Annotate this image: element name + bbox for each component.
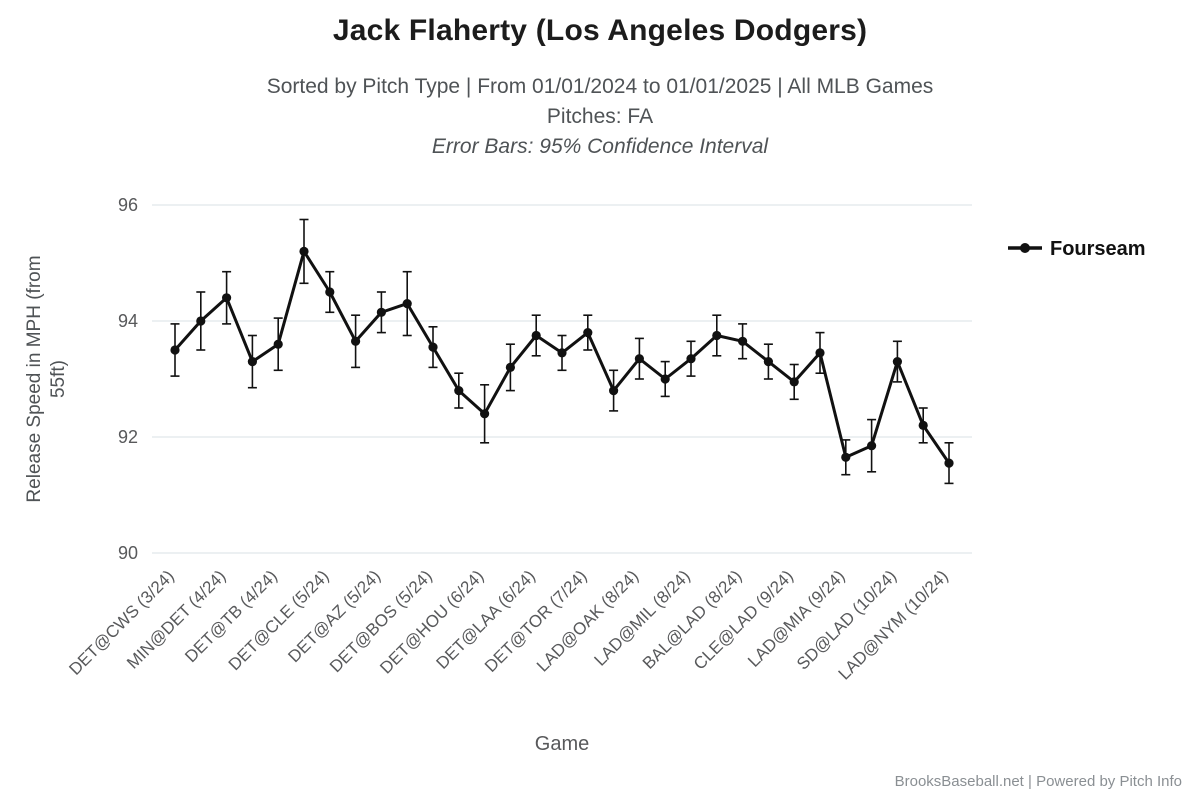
data-point (196, 316, 206, 326)
data-point (815, 348, 825, 358)
data-point (686, 354, 696, 364)
data-point (892, 357, 903, 367)
y-tick-label: 90 (118, 543, 138, 563)
data-point (273, 339, 283, 349)
data-point (738, 336, 748, 346)
x-tick-label: LAD@MIA (9/24) (744, 566, 848, 670)
data-point (634, 354, 645, 364)
data-point (351, 336, 361, 346)
data-point (712, 330, 722, 341)
data-point (170, 345, 180, 355)
legend: Fourseam (1008, 238, 1146, 260)
x-tick-label: LAD@MIL (8/24) (590, 566, 693, 669)
x-axis-title: Game (535, 733, 589, 755)
data-point (789, 377, 799, 387)
data-points (170, 246, 954, 468)
legend-marker-dot (1020, 243, 1030, 253)
data-point (376, 307, 386, 317)
data-point (660, 374, 670, 384)
release-speed-chart: 90 92 94 96 DET@CWS (3/24)MIN@DET (4/24)DET@… (65, 195, 1146, 755)
data-point (557, 348, 567, 358)
chart-header: Jack Flaherty (Los Angeles Dodgers) Sort… (0, 0, 1200, 162)
data-point (325, 287, 335, 297)
data-point (583, 328, 593, 338)
x-tick-labels: DET@CWS (3/24)MIN@DET (4/24)DET@TB (4/24… (65, 566, 951, 683)
y-tick-label: 92 (118, 427, 138, 447)
data-point (867, 441, 877, 451)
data-point (222, 293, 232, 303)
gridlines: 90 92 94 96 (118, 195, 972, 563)
data-point (505, 362, 515, 372)
data-point (918, 420, 928, 430)
data-point (944, 458, 954, 468)
data-point (402, 299, 412, 309)
x-tick-label: DET@AZ (5/24) (284, 566, 384, 666)
data-point (247, 357, 257, 367)
footer-credit: BrooksBaseball.net | Powered by Pitch In… (894, 773, 1182, 790)
chart-subtitle-range: Sorted by Pitch Type | From 01/01/2024 t… (266, 75, 934, 98)
data-point (299, 246, 309, 256)
chart-title: Jack Flaherty (Los Angeles Dodgers) (332, 14, 868, 47)
chart-subtitle-errorbars: Error Bars: 95% Confidence Interval (431, 135, 769, 158)
y-tick-label: 96 (118, 195, 138, 215)
y-tick-label: 94 (118, 311, 138, 331)
legend-label: Fourseam (1050, 238, 1146, 260)
data-point (763, 357, 774, 367)
chart-subtitle-pitches: Pitches: FA (546, 105, 654, 128)
x-tick-label: DET@TB (4/24) (181, 566, 281, 666)
data-point (841, 452, 851, 462)
data-point (428, 342, 438, 352)
data-point (531, 330, 541, 341)
data-point (480, 409, 490, 419)
data-point (454, 386, 464, 396)
data-point (609, 386, 619, 396)
